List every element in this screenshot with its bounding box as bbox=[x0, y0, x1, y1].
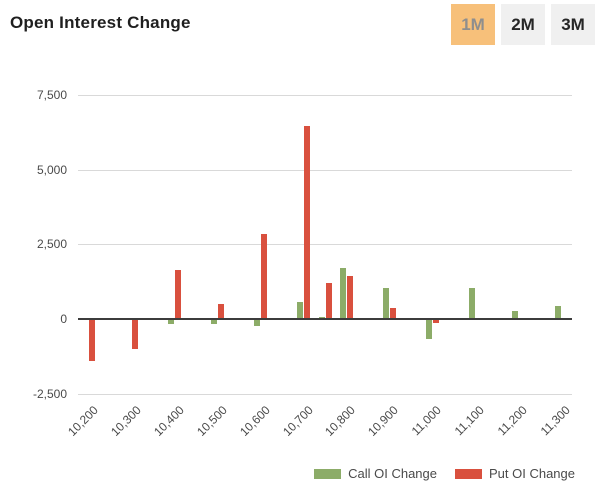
y-axis-tick-label: 7,500 bbox=[36, 88, 67, 103]
bar-call-11200[interactable] bbox=[511, 310, 518, 319]
y-axis-tick-label: 0 bbox=[60, 312, 67, 326]
legend-label-put: Put OI Change bbox=[489, 466, 575, 481]
x-axis-zero-line bbox=[78, 318, 572, 320]
bar-call-10750[interactable] bbox=[318, 316, 325, 319]
chart-legend: Call OI Change Put OI Change bbox=[314, 466, 575, 481]
y-axis-tick-label: -2,500 bbox=[32, 386, 67, 401]
bar-put-10750[interactable] bbox=[325, 283, 332, 319]
bar-call-11300[interactable] bbox=[554, 306, 561, 319]
bar-put-10600[interactable] bbox=[261, 234, 268, 319]
bar-put-10800[interactable] bbox=[346, 275, 353, 319]
range-button-group: 1M 2M 3M bbox=[451, 4, 595, 45]
bar-call-10600[interactable] bbox=[254, 319, 261, 327]
bar-call-11000[interactable] bbox=[425, 319, 432, 340]
legend-label-call: Call OI Change bbox=[348, 466, 437, 481]
y-axis-tick-label: 5,000 bbox=[36, 162, 67, 177]
gridline bbox=[78, 95, 572, 97]
bar-call-10900[interactable] bbox=[382, 287, 389, 319]
oi-change-bar-chart: 7,500 5,000 2,500 0 -2,500 10,200 10,300 10,400… bbox=[0, 60, 603, 492]
bar-call-10400[interactable] bbox=[168, 319, 175, 324]
legend-item-put[interactable]: Put OI Change bbox=[455, 466, 575, 481]
legend-item-call[interactable]: Call OI Change bbox=[314, 466, 437, 481]
call-series-swatch-icon bbox=[314, 468, 342, 479]
bar-put-10900[interactable] bbox=[389, 307, 396, 319]
gridline bbox=[78, 393, 572, 395]
bar-call-10800[interactable] bbox=[339, 268, 346, 319]
range-button-1m[interactable]: 1M bbox=[451, 4, 495, 45]
put-series-swatch-icon bbox=[455, 468, 482, 479]
range-button-2m[interactable]: 2M bbox=[501, 4, 545, 45]
bar-put-11000[interactable] bbox=[432, 319, 439, 324]
bar-put-10200[interactable] bbox=[89, 319, 96, 361]
gridline bbox=[78, 169, 572, 171]
gridline bbox=[78, 244, 572, 246]
bar-put-10500[interactable] bbox=[218, 303, 225, 319]
bar-call-11100[interactable] bbox=[468, 287, 475, 319]
bar-put-10700[interactable] bbox=[304, 125, 311, 319]
bar-put-10400[interactable] bbox=[175, 270, 182, 319]
bar-call-10500[interactable] bbox=[211, 319, 218, 325]
y-axis-tick-label: 2,500 bbox=[36, 237, 67, 252]
page-title: Open Interest Change bbox=[10, 13, 191, 32]
bar-put-10300[interactable] bbox=[132, 319, 139, 349]
range-button-3m[interactable]: 3M bbox=[551, 4, 595, 45]
bar-call-10700[interactable] bbox=[297, 302, 304, 319]
